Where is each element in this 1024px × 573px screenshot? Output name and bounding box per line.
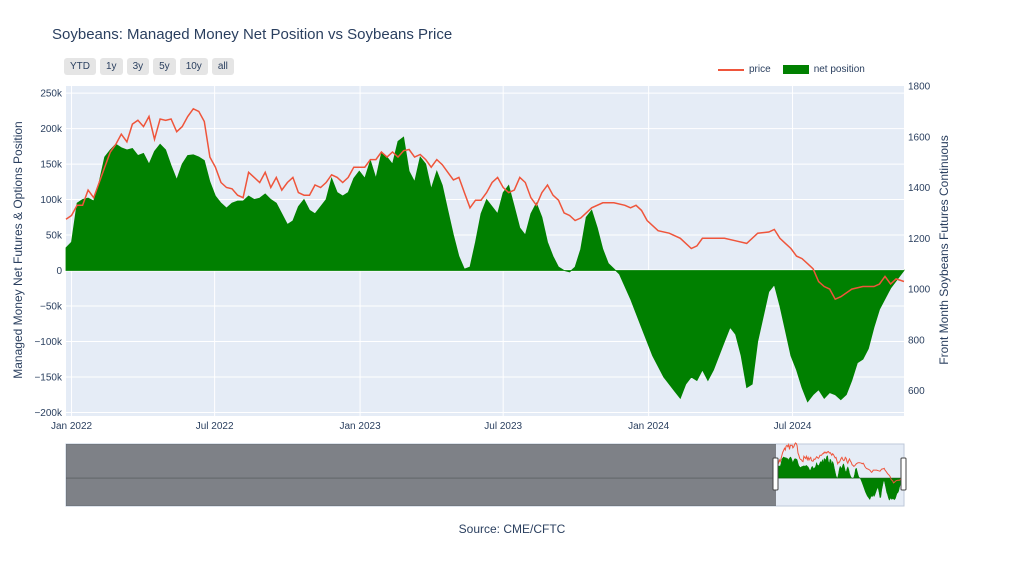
y-tick-label: −200k — [34, 408, 63, 419]
range-button-1y[interactable]: 1y — [100, 58, 123, 75]
y2-tick-label: 800 — [908, 335, 925, 346]
y2-tick-label: 1800 — [908, 82, 931, 93]
range-selector: YTD 1y 3y 5y 10y all — [64, 58, 234, 75]
y-tick-label: −100k — [34, 337, 63, 348]
range-button-10y[interactable]: 10y — [179, 58, 208, 75]
y2-tick-label: 1600 — [908, 132, 931, 143]
slider-background — [65, 443, 905, 507]
y2-tick-label: 1400 — [908, 183, 931, 194]
y-tick-label: −50k — [40, 302, 63, 313]
net-position-area — [65, 136, 905, 403]
x-tick-label: Jan 2023 — [340, 421, 382, 432]
range-button-all[interactable]: all — [211, 58, 234, 75]
legend-swatch-price — [718, 68, 744, 71]
legend: price net position — [718, 64, 877, 75]
x-tick-label: Jul 2023 — [484, 421, 522, 432]
slider-handle-left[interactable] — [772, 457, 779, 491]
x-tick-label: Jul 2024 — [774, 421, 812, 432]
price-line — [65, 107, 905, 301]
y-tick-label: 150k — [40, 160, 63, 171]
range-button-ytd[interactable]: YTD — [64, 58, 96, 75]
y2-tick-label: 600 — [908, 386, 925, 397]
slider-price-line — [775, 442, 905, 484]
slider-mask — [66, 444, 776, 506]
range-slider[interactable] — [65, 442, 907, 507]
slider-net-position-area — [775, 455, 905, 501]
legend-item-net-position[interactable]: net position — [782, 64, 865, 75]
y-tick-label: 250k — [40, 89, 63, 100]
main-plot: Jan 2022 Jul 2022 Jan 2023 Jul 2023 Jan 2024… — [34, 82, 930, 433]
y2-tick-label: 1200 — [908, 234, 931, 245]
legend-label-net-position: net position — [813, 64, 865, 75]
range-button-3y[interactable]: 3y — [126, 58, 150, 75]
chart-title: Soybeans: Managed Money Net Position vs … — [52, 26, 453, 43]
y-tick-label: −150k — [34, 372, 63, 383]
legend-item-price[interactable]: price — [718, 64, 771, 75]
y2-tick-label: 1000 — [908, 285, 931, 296]
x-tick-label: Jul 2022 — [196, 421, 234, 432]
y-tick-label: 0 — [56, 266, 62, 277]
range-button-5y[interactable]: 5y — [153, 58, 176, 75]
x-tick-label: Jan 2022 — [51, 421, 93, 432]
y-tick-label: 100k — [40, 195, 63, 206]
legend-swatch-net-position — [782, 65, 809, 74]
y-tick-label: 50k — [46, 231, 63, 242]
y-tick-label: 200k — [40, 124, 63, 135]
legend-label-price: price — [749, 64, 771, 75]
source-note: Source: CME/CFTC — [458, 522, 566, 536]
x-tick-label: Jan 2024 — [628, 421, 670, 432]
slider-handle-right[interactable] — [900, 457, 907, 491]
